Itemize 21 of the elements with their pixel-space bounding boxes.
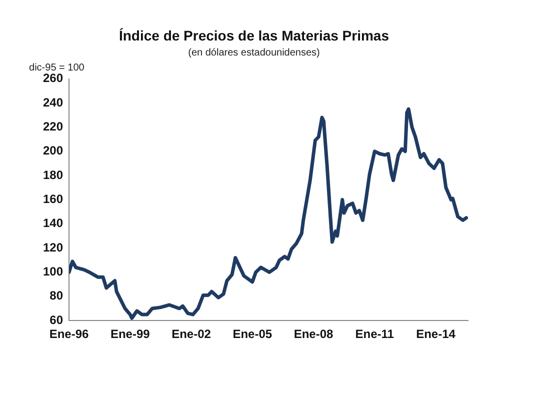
y-tick-label: 180 (42, 168, 64, 182)
y-tick-label: 120 (42, 240, 64, 254)
text: dic-95 = 100 (29, 62, 85, 74)
y-tick-label: 260 (42, 71, 64, 86)
y-tick-label: 240 (42, 95, 64, 110)
chart-subtitle: (en dólares estadounidenses) (188, 48, 320, 59)
x-tick-label: Ene-02 (172, 327, 212, 342)
y-tick-label: 220 (42, 119, 64, 134)
y-tick-label: 80 (50, 288, 64, 303)
x-tick-label: Ene-14 (416, 327, 456, 342)
x-tick-label: Ene-08 (294, 327, 334, 342)
y-tick-label: 140 (42, 216, 64, 230)
y-tick-label: 60 (50, 312, 64, 327)
y-tick-label: 160 (42, 192, 64, 206)
x-tick-label: Ene-99 (110, 327, 150, 342)
x-tick-label: Ene-96 (49, 327, 90, 342)
x-tick-label: Ene-05 (232, 327, 272, 342)
x-tick-label: Ene-11 (355, 327, 394, 342)
chart-title: Índice de Precios de las Materias Primas (118, 27, 390, 44)
y-tick-label: 200 (42, 144, 64, 158)
y-tick-label: 100 (42, 264, 64, 279)
